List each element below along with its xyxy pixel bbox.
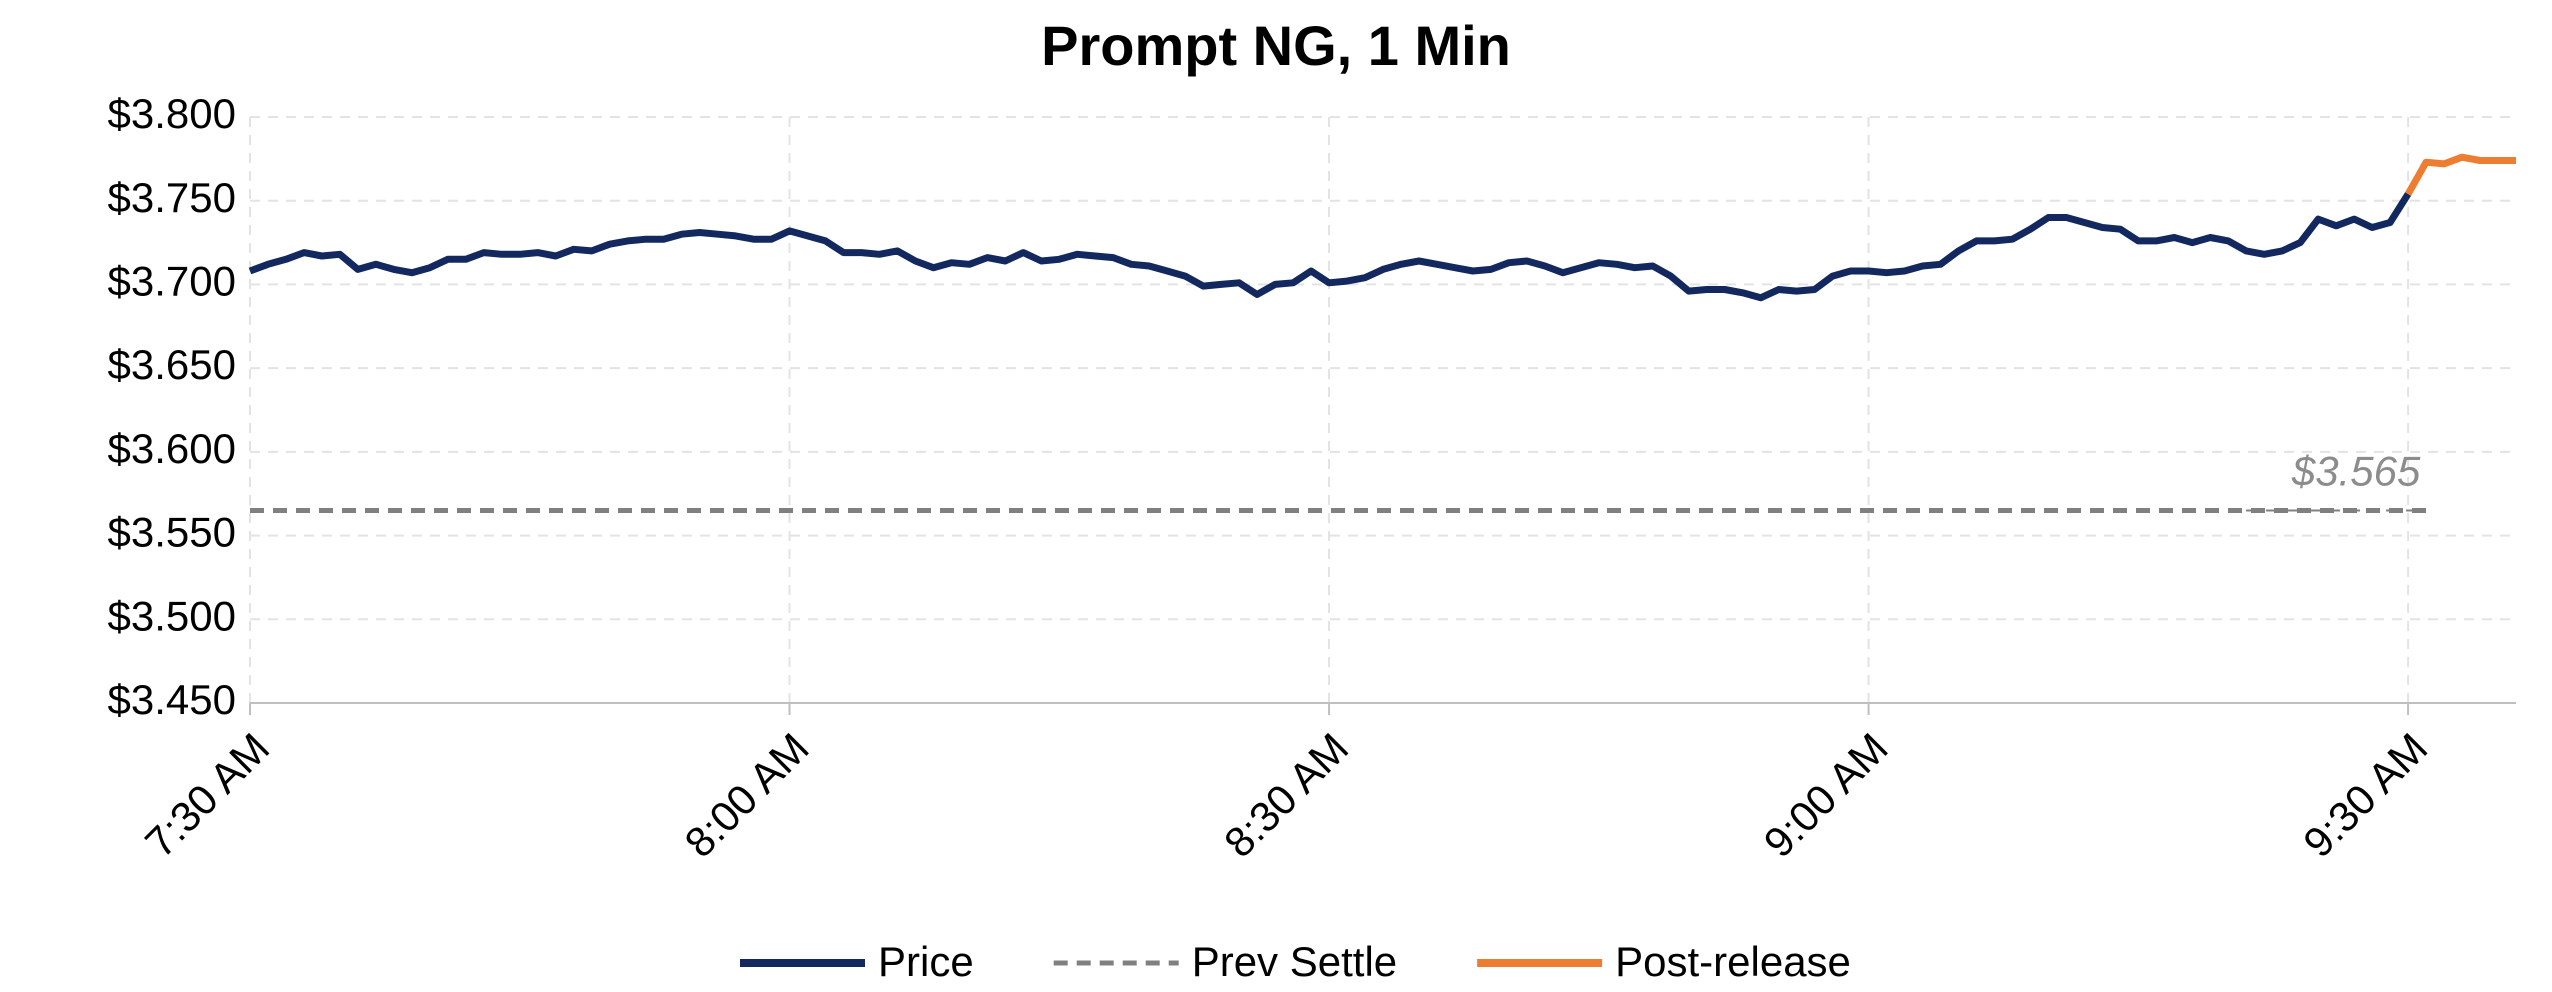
x-tick-label: 8:30 AM (1215, 724, 1357, 866)
legend-label: Price (878, 938, 974, 985)
y-tick-label: $3.800 (108, 90, 236, 137)
chart-title: Prompt NG, 1 Min (1041, 14, 1511, 77)
y-tick-label: $3.600 (108, 425, 236, 472)
y-tick-label: $3.750 (108, 174, 236, 221)
x-tick-label: 7:30 AM (136, 724, 278, 866)
legend-label: Post-release (1615, 938, 1851, 985)
y-tick-label: $3.450 (108, 676, 236, 723)
series-line (248, 192, 2412, 302)
series-line (2405, 153, 2516, 196)
x-tick-label: 9:30 AM (2294, 724, 2436, 866)
y-tick-label: $3.550 (108, 509, 236, 556)
annotation: $3.565 (2291, 448, 2421, 495)
x-tick-label: 8:00 AM (676, 724, 818, 866)
y-tick-label: $3.700 (108, 258, 236, 305)
legend-label: Prev Settle (1192, 938, 1397, 985)
x-tick-label: 9:00 AM (1755, 724, 1897, 866)
legend: Price Prev Settle Post-release (740, 938, 1851, 985)
y-tick-label: $3.650 (108, 341, 236, 388)
y-tick-label: $3.500 (108, 592, 236, 639)
